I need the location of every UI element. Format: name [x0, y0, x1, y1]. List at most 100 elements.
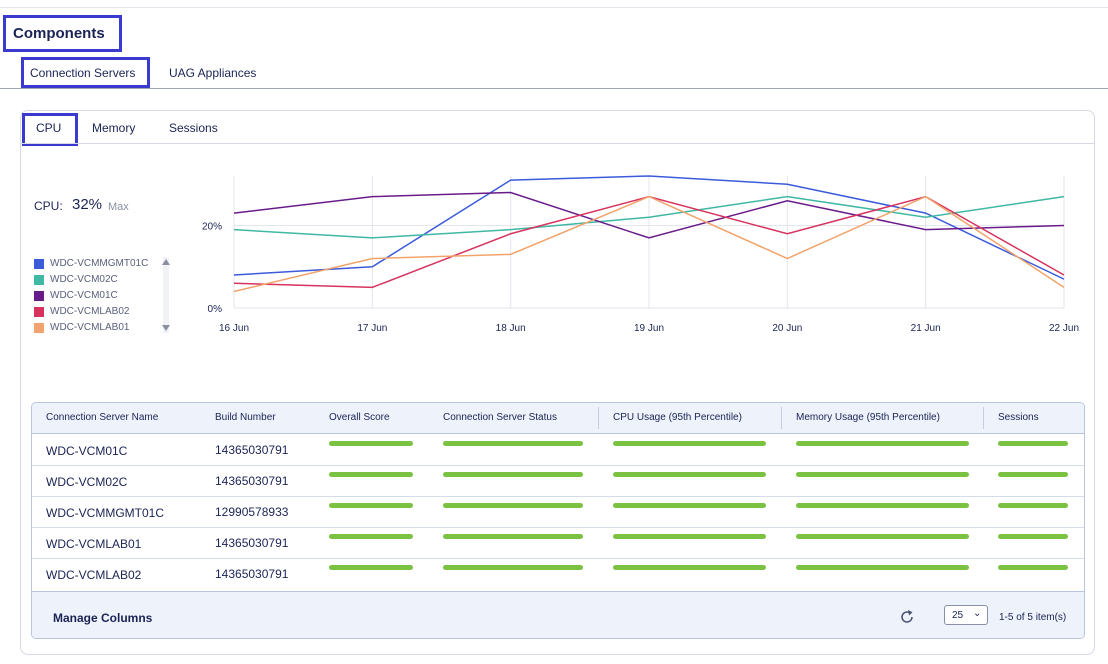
x-tick-label: 20 Jun	[772, 323, 802, 334]
legend-swatch	[34, 323, 44, 333]
scroll-down-icon[interactable]	[162, 325, 170, 331]
server-name-link[interactable]: WDC-VCMLAB02	[46, 568, 142, 582]
legend-swatch	[34, 307, 44, 317]
y-tick-label: 0%	[208, 304, 223, 315]
cpu-usage-bar	[613, 534, 766, 539]
overall-score-bar	[329, 565, 413, 570]
highlight-tab	[21, 57, 150, 88]
column-separator	[781, 407, 782, 429]
table-row[interactable]: WDC-VCMLAB02 14365030791	[32, 558, 1084, 589]
build-number: 12990578933	[215, 505, 289, 519]
cpu-usage-bar	[613, 472, 766, 477]
memory-usage-bar	[796, 441, 969, 446]
table-row[interactable]: WDC-VCM02C 14365030791	[32, 465, 1084, 497]
legend-item[interactable]: WDC-VCM02C	[34, 271, 164, 287]
column-header[interactable]: Memory Usage (95th Percentile)	[796, 412, 940, 423]
chart-grid	[233, 176, 1065, 309]
table-row[interactable]: WDC-VCM01C 14365030791	[32, 434, 1084, 466]
chart-series	[233, 175, 1065, 293]
table-header: Connection Server Name Build Number Over…	[32, 403, 1084, 434]
column-header[interactable]: CPU Usage (95th Percentile)	[613, 412, 742, 423]
server-name-link[interactable]: WDC-VCM01C	[46, 444, 128, 458]
tab-sessions[interactable]: Sessions	[169, 121, 218, 135]
tab-connection-servers[interactable]: Connection Servers	[30, 66, 136, 80]
status-bar	[443, 534, 583, 539]
column-header[interactable]: Sessions	[998, 412, 1039, 423]
pagination-info: 1-5 of 5 item(s)	[999, 612, 1067, 623]
table-footer: Manage Columns 25 ⌄ 1-5 of 5 item(s)	[32, 591, 1084, 638]
tab-uag-appliances[interactable]: UAG Appliances	[169, 66, 257, 80]
legend-label: WDC-VCM02C	[50, 273, 118, 285]
build-number: 14365030791	[215, 567, 289, 581]
server-name-link[interactable]: WDC-VCM02C	[46, 475, 128, 489]
legend-scrollbar[interactable]	[161, 257, 171, 333]
build-number: 14365030791	[215, 474, 289, 488]
page-title: Components	[13, 25, 105, 42]
series-line[interactable]	[233, 195, 1065, 293]
top-divider	[0, 7, 1108, 8]
manage-columns-button[interactable]: Manage Columns	[53, 611, 153, 625]
legend-item[interactable]: WDC-VCM01C	[34, 287, 164, 303]
overall-score-bar	[329, 472, 413, 477]
overall-score-bar	[329, 441, 413, 446]
series-line[interactable]	[233, 195, 1065, 239]
sessions-bar	[998, 534, 1068, 539]
subtabs-divider	[21, 143, 1094, 144]
servers-table: Connection Server Name Build Number Over…	[31, 402, 1085, 639]
column-separator	[598, 407, 599, 429]
chevron-down-icon: ⌄	[973, 608, 982, 619]
chart-axis-labels: 20% 0% 16 Jun 17 Jun 18 Jun 19 Jun 20 Jun 21 Ju…	[202, 222, 1079, 335]
x-tick-label: 21 Jun	[911, 323, 941, 334]
series-line[interactable]	[233, 175, 1065, 280]
legend-label: WDC-VCMLAB02	[50, 305, 130, 317]
status-bar	[443, 441, 583, 446]
legend-label: WDC-VCM01C	[50, 289, 118, 301]
build-number: 14365030791	[215, 443, 289, 457]
memory-usage-bar	[796, 472, 969, 477]
memory-usage-bar	[796, 503, 969, 508]
legend-swatch	[34, 259, 44, 269]
legend-item[interactable]: WDC-VCMMGMT01C	[34, 255, 164, 271]
build-number: 14365030791	[215, 536, 289, 550]
sessions-bar	[998, 565, 1068, 570]
column-header[interactable]: Connection Server Name	[46, 412, 159, 423]
legend-item[interactable]: WDC-VCMLAB02	[34, 303, 164, 319]
x-tick-label: 17 Jun	[357, 323, 387, 334]
tabs-divider	[0, 88, 1108, 89]
status-bar	[443, 565, 583, 570]
table-row[interactable]: WDC-VCMMGMT01C 12990578933	[32, 496, 1084, 528]
y-tick-label: 20%	[202, 222, 222, 233]
overall-score-bar	[329, 503, 413, 508]
x-tick-label: 19 Jun	[634, 323, 664, 334]
legend-swatch	[34, 291, 44, 301]
cpu-usage-bar	[613, 441, 766, 446]
column-header[interactable]: Overall Score	[329, 412, 390, 423]
server-name-link[interactable]: WDC-VCMLAB01	[46, 537, 142, 551]
cpu-value: 32%	[72, 196, 103, 213]
cpu-max-label: Max	[108, 201, 129, 213]
legend-label: WDC-VCMMGMT01C	[50, 257, 149, 269]
legend-item[interactable]: WDC-VCMLAB01	[34, 319, 164, 335]
tab-memory[interactable]: Memory	[92, 121, 136, 135]
x-tick-label: 16 Jun	[219, 323, 249, 334]
column-header[interactable]: Connection Server Status	[443, 412, 557, 423]
table-row[interactable]: WDC-VCMLAB01 14365030791	[32, 527, 1084, 559]
refresh-icon[interactable]	[898, 608, 916, 626]
sessions-bar	[998, 472, 1068, 477]
cpu-label: CPU:	[34, 199, 63, 213]
column-header[interactable]: Build Number	[215, 412, 276, 423]
cpu-usage-bar	[613, 503, 766, 508]
tab-cpu[interactable]: CPU	[36, 121, 62, 135]
legend-label: WDC-VCMLAB01	[50, 321, 130, 333]
page-size-select[interactable]: 25 ⌄	[944, 605, 988, 625]
series-line[interactable]	[233, 191, 1065, 239]
status-bar	[443, 472, 583, 477]
x-tick-label: 22 Jun	[1049, 323, 1079, 334]
x-tick-label: 18 Jun	[496, 323, 526, 334]
status-bar	[443, 503, 583, 508]
highlight-subtab	[22, 113, 78, 146]
highlight-title	[3, 15, 122, 52]
scroll-up-icon[interactable]	[162, 259, 170, 265]
server-name-link[interactable]: WDC-VCMMGMT01C	[46, 506, 164, 520]
overall-score-bar	[329, 534, 413, 539]
